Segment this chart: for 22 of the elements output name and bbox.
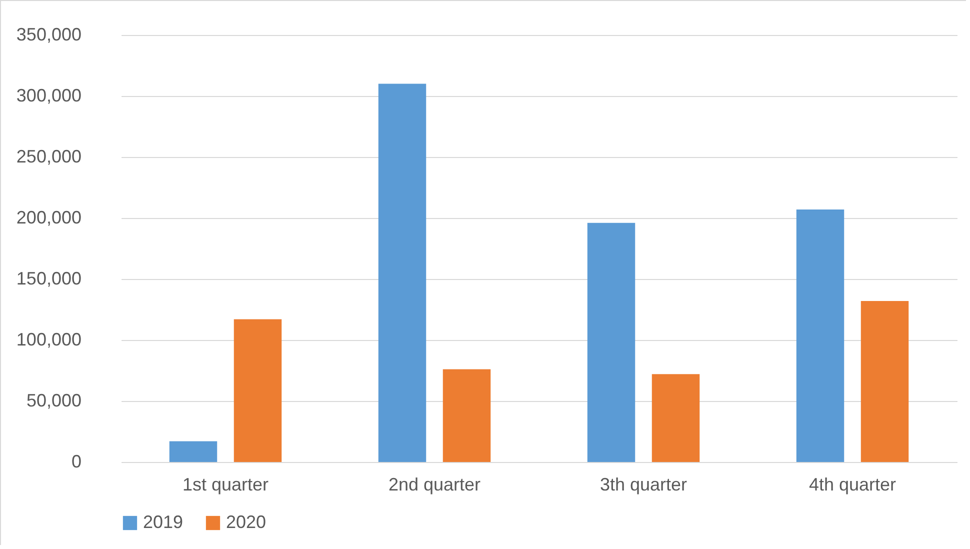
y-tick-label: 350,000 (16, 24, 82, 44)
y-tick-label: 300,000 (16, 86, 82, 106)
bar (169, 441, 218, 462)
y-tick-label: 0 (71, 452, 82, 472)
bar (587, 222, 636, 462)
y-tick-label: 150,000 (16, 268, 82, 288)
bar (378, 84, 426, 462)
x-tick-label: 3th quarter (600, 474, 688, 494)
bar (234, 319, 282, 462)
y-tick-label: 50,000 (26, 390, 82, 410)
y-tick-label: 200,000 (16, 208, 82, 228)
y-tick-label: 250,000 (16, 146, 82, 166)
bar (442, 369, 491, 462)
x-tick-label: 1st quarter (182, 474, 269, 494)
bar (652, 374, 700, 462)
bar (796, 209, 844, 462)
legend-label: 2019 (143, 512, 184, 532)
y-tick-label: 100,000 (16, 330, 82, 350)
x-tick-label: 4th quarter (808, 474, 896, 494)
x-tick-label: 2nd quarter (388, 474, 481, 494)
bar (860, 300, 909, 462)
legend-label: 2020 (226, 512, 266, 532)
